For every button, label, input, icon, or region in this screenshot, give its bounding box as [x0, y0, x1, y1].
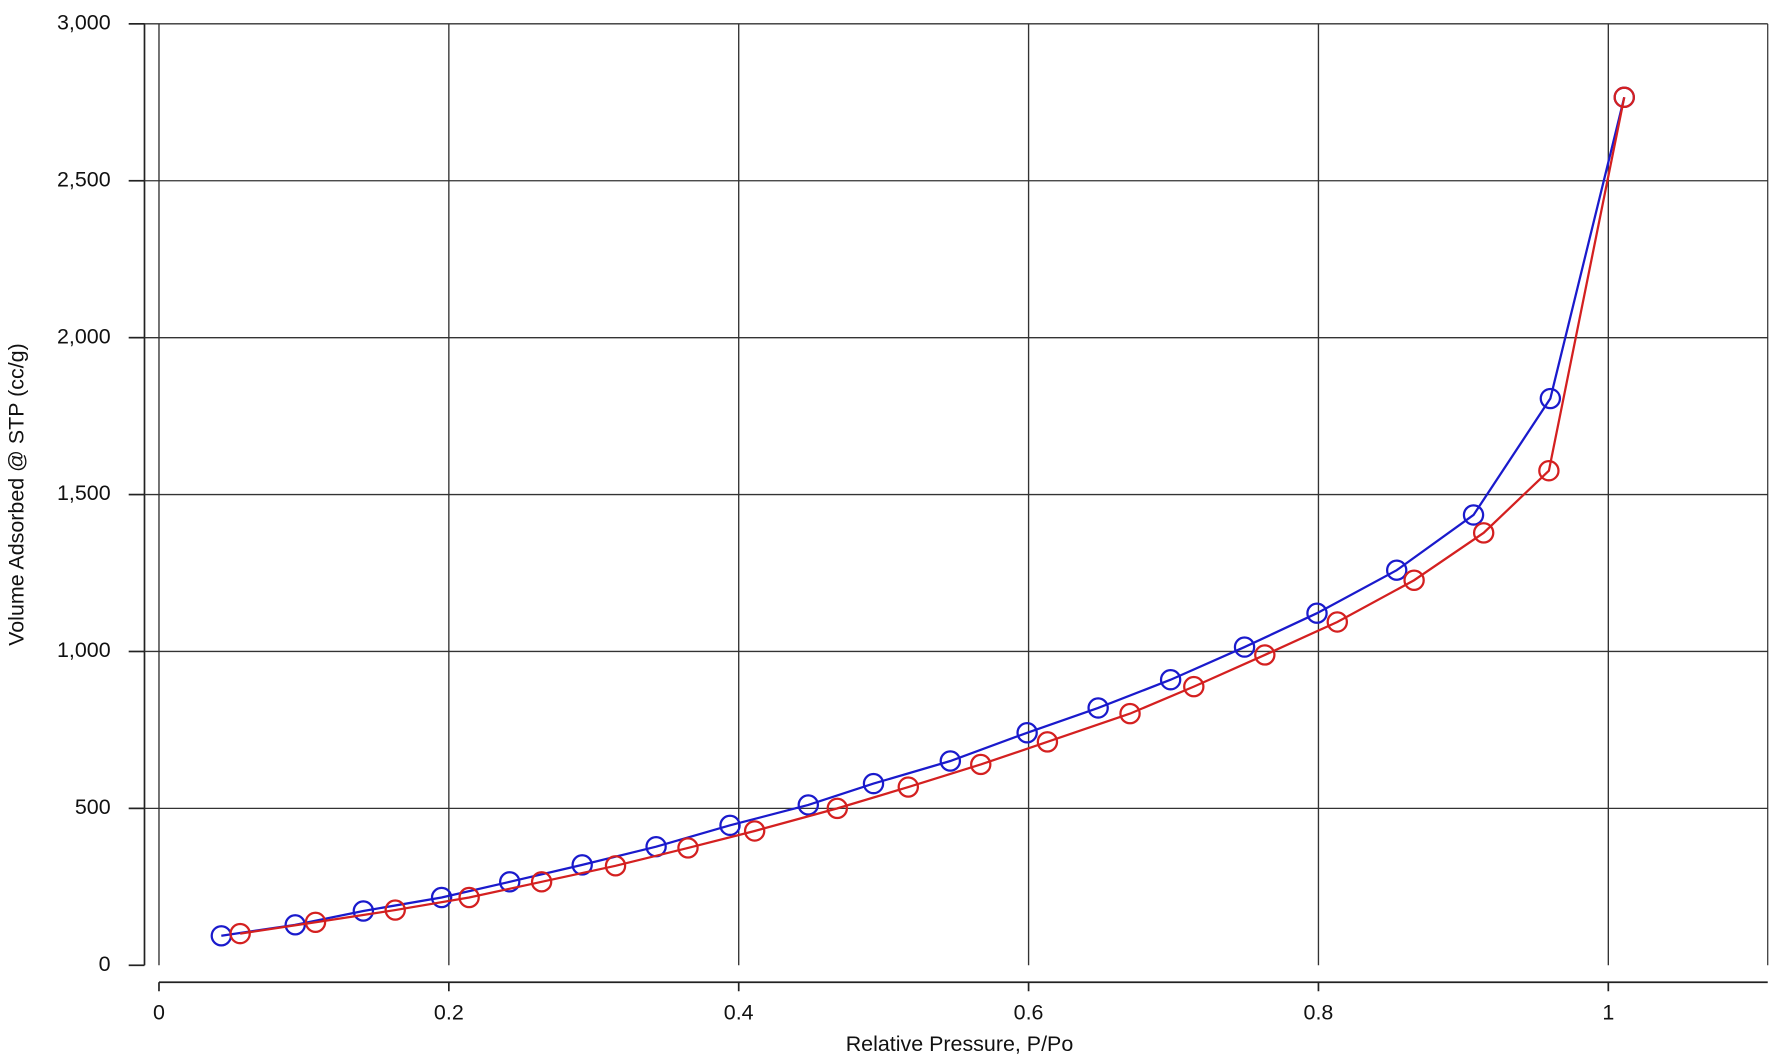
y-tick-label: 2,000	[57, 324, 111, 348]
data-point	[1462, 504, 1485, 526]
y-tick-label: 2,500	[57, 167, 111, 191]
data-point	[1326, 611, 1349, 633]
data-point	[352, 900, 375, 922]
data-point	[1159, 668, 1182, 691]
x-tick-label: 0.8	[1304, 1000, 1334, 1024]
data-point	[304, 911, 327, 934]
data-point	[1036, 731, 1059, 753]
data-point	[719, 814, 741, 837]
series-line	[221, 97, 1626, 937]
data-point	[604, 855, 627, 877]
data-point	[1087, 697, 1109, 719]
y-axis-title: Volume Adsorbed @ STP (cc/g)	[5, 343, 29, 646]
data-point	[1306, 602, 1328, 624]
y-tick-label: 500	[75, 795, 111, 819]
data-point	[1119, 702, 1141, 725]
data-point	[229, 922, 251, 945]
data-point	[1403, 569, 1425, 591]
data-point	[571, 854, 593, 876]
data-point	[743, 820, 766, 842]
data-point	[939, 750, 962, 772]
x-tick-label: 0.2	[434, 1000, 464, 1024]
data-point	[1539, 387, 1562, 410]
data-point	[970, 753, 992, 776]
data-point	[677, 837, 699, 859]
x-tick-label: 0.4	[724, 1000, 754, 1024]
series-line	[239, 97, 1626, 935]
x-tick-label: 1	[1602, 1000, 1614, 1024]
data-point	[530, 871, 553, 893]
data-point	[1613, 86, 1635, 109]
data-point	[797, 794, 820, 816]
y-tick-label: 3,000	[57, 11, 111, 35]
x-tick-label: 0.6	[1014, 1000, 1044, 1024]
data-point	[430, 886, 453, 909]
data-point	[1233, 636, 1256, 658]
data-point	[1016, 722, 1038, 744]
y-tick-label: 1,000	[57, 638, 111, 662]
data-point	[826, 797, 848, 820]
x-tick-label: 0	[153, 1000, 165, 1024]
data-point	[1183, 675, 1205, 698]
x-axis-title: Relative Pressure, P/Po	[846, 1032, 1074, 1056]
y-tick-label: 0	[99, 952, 111, 976]
data-point	[1538, 459, 1560, 482]
data-point	[1472, 522, 1495, 544]
data-point	[384, 899, 406, 921]
data-point	[498, 871, 521, 893]
data-point	[458, 886, 480, 909]
y-tick-label: 1,500	[57, 481, 111, 505]
data-point	[897, 776, 920, 798]
data-point	[1385, 559, 1408, 581]
data-point	[1254, 644, 1276, 666]
data-point	[862, 772, 885, 795]
